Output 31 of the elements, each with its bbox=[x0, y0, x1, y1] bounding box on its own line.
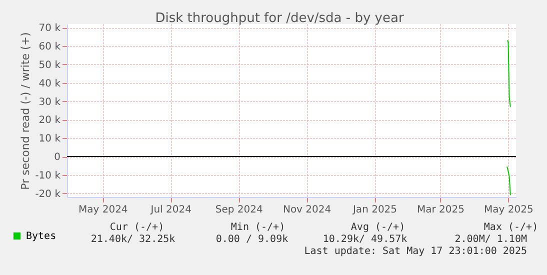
y-tick-label: 10 k bbox=[38, 134, 61, 145]
x-tick-label: Jan 2025 bbox=[352, 204, 398, 216]
y-tick-label: 20 k bbox=[38, 115, 61, 126]
y-tick-label: 0 bbox=[54, 152, 60, 164]
x-tick-label: Sep 2024 bbox=[215, 204, 263, 216]
text: Max (-/+) bbox=[484, 222, 538, 233]
x-tick-label: Jul 2024 bbox=[150, 204, 192, 216]
x-tick-label: Nov 2024 bbox=[282, 204, 332, 216]
y-tick-label: 50 k bbox=[38, 60, 61, 71]
x-tick-label: May 2024 bbox=[78, 204, 128, 216]
text: Avg (-/+) bbox=[350, 222, 406, 233]
x-tick-label: Mar 2025 bbox=[416, 204, 464, 216]
y-tick-label: -20 k bbox=[35, 188, 61, 200]
y-tick-label: -10 k bbox=[35, 170, 61, 182]
y-tick-label: 40 k bbox=[38, 78, 61, 90]
y-axis-title: Pr second read (-) / write (+) bbox=[19, 32, 32, 190]
text: Last update: Sat May 17 23:01:00 2025 bbox=[304, 246, 527, 257]
text: 0.00 / 9.09k bbox=[216, 234, 288, 245]
legend-label: Bytes bbox=[26, 231, 56, 242]
line-series bbox=[506, 166, 511, 196]
text: Cur (-/+) bbox=[110, 222, 164, 233]
chart-title: Disk throughput for /dev/sda - by year bbox=[155, 11, 404, 26]
text: 2.00M/ 1.10M bbox=[454, 234, 527, 245]
y-tick-label: 30 k bbox=[38, 96, 61, 108]
y-tick-label: 60 k bbox=[38, 42, 61, 53]
y-tick-label: 70 k bbox=[38, 23, 61, 34]
x-tick-label: May 2025 bbox=[484, 204, 534, 216]
text: Min (-/+) bbox=[230, 222, 286, 233]
line-series bbox=[506, 40, 511, 108]
text: 21.40k/ 32.25k bbox=[90, 234, 176, 245]
text: 10.29k/ 49.57k bbox=[322, 234, 408, 245]
